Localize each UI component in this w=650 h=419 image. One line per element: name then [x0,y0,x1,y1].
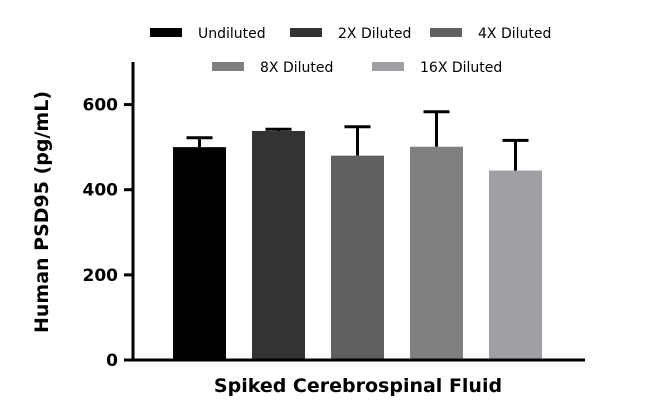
bar-2 [252,130,305,360]
legend-label: 16X Diluted [420,60,502,76]
bar-5 [489,170,542,360]
y-tick-label: 0 [106,351,118,371]
y-tick-label: 400 [83,181,119,201]
legend-swatch [290,28,322,37]
legend-swatch [372,62,404,71]
legend-label: 2X Diluted [338,26,411,42]
bar-1 [173,147,226,360]
x-axis-label: Spiked Cerebrospinal Fluid [214,375,502,397]
y-tick-label: 200 [83,266,119,286]
y-axis-label: Human PSD95 (pg/mL) [31,91,53,333]
y-tick-label: 600 [83,96,119,116]
legend-label: 4X Diluted [478,26,551,42]
legend-swatch [150,28,182,37]
bar-4 [410,146,463,360]
bars [173,110,542,360]
legend-swatch [212,62,244,71]
legend-label: 8X Diluted [260,60,333,76]
legend-label: Undiluted [198,26,266,42]
legend-swatch [430,28,462,37]
legend: Undiluted 2X Diluted 4X Diluted 8X Diluted 1… [150,26,551,76]
y-ticks: 0 200 400 600 [83,96,133,371]
bar-3 [331,155,384,360]
